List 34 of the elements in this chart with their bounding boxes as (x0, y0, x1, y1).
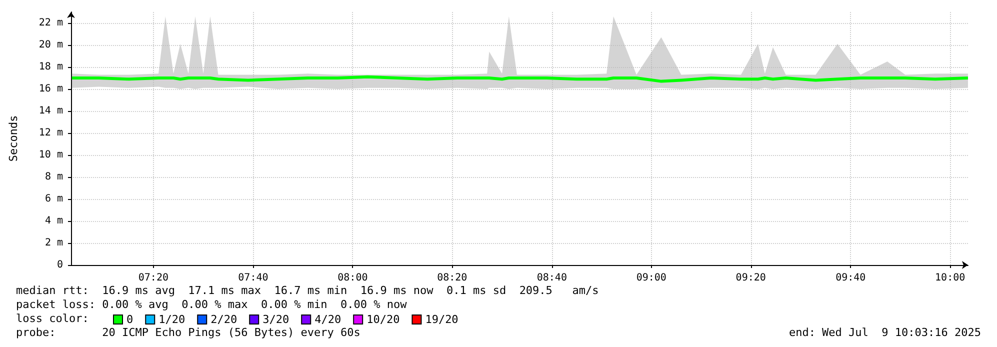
y-tick-label: 22 m (38, 18, 63, 28)
y-tick-label: 2 m (44, 238, 63, 248)
y-tick-label: 4 m (44, 216, 63, 226)
y-tick-label: 10 m (38, 150, 63, 160)
legend-label: 0 (126, 313, 134, 326)
legend-label: 10/20 (366, 313, 400, 326)
x-tick-label: 10:00 (935, 272, 966, 284)
legend-label: 1/20 (158, 313, 186, 326)
y-tick-label: 12 m (38, 128, 63, 138)
x-tick-label: 08:40 (536, 272, 567, 284)
legend-label: 2/20 (210, 313, 238, 326)
y-tick-label: 14 m (38, 106, 63, 116)
y-tick-label: 16 m (38, 84, 63, 94)
y-tick-label: 20 m (38, 40, 63, 50)
x-tick-label: 08:20 (437, 272, 468, 284)
x-tick-label: 08:00 (338, 272, 368, 284)
legend-label: 19/20 (425, 313, 458, 326)
text: packet loss: 0.00 % avg 0.00 % max 0.00 % min 0.00 % now (16, 298, 408, 311)
text: probe: 20 ICMP Echo Pings (56 Bytes) every 60s (16, 326, 360, 339)
x-tick-label: 09:20 (736, 272, 766, 284)
text: median rtt: 16.9 ms avg 17.1 ms max 16.7 ms min 16.9 ms now 0.1 ms sd 209.5 am/s (16, 284, 599, 297)
y-axis-title: Seconds (7, 115, 20, 162)
text: end: Wed Jul 9 10:03:16 2025 (788, 326, 982, 339)
x-tick-label: 07:20 (138, 272, 168, 284)
y-tick-label: 6 m (44, 194, 63, 204)
x-tick-label: 07:40 (238, 272, 268, 284)
y-tick-label: 18 m (38, 62, 63, 72)
text: loss color: (16, 312, 89, 325)
y-tick-label: 0 (56, 260, 63, 270)
legend-label: 4/20 (314, 313, 342, 326)
y-tick-label: 8 m (44, 172, 63, 182)
legend-label: 3/20 (262, 313, 290, 326)
x-tick-label: 09:40 (836, 272, 866, 284)
x-tick-label: 09:00 (636, 272, 666, 284)
